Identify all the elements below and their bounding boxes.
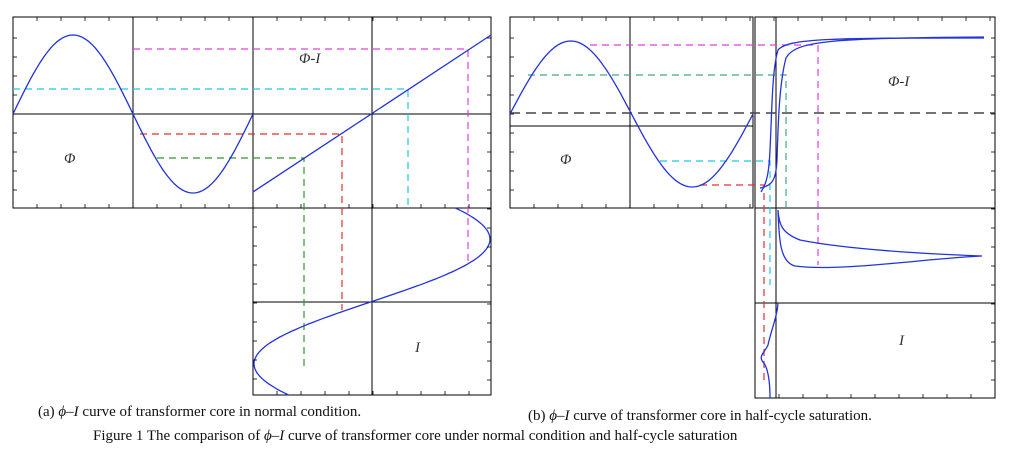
panel-a-upper-frame [12,16,492,209]
panel-b-flux-sine-curve [509,40,754,188]
panel-b-phi-i-curve-lower [759,36,985,189]
panel-a-red-projection [140,133,343,310]
panel-b-current-tail [760,302,779,399]
panel-b-label-phi: Φ [560,152,572,168]
panel-b-tick-marks [510,17,996,398]
panel-b: Φ Φ-I I [509,16,996,399]
panel-b-phi-i-curve-upper [760,37,985,193]
figure-caption: Figure 1 The comparison of ϕ–I curve of … [93,428,737,445]
caption-a-symbol: ϕ–I [58,404,79,420]
panel-a-magenta-projection [133,48,469,265]
figure-caption-prefix: Figure 1 The comparison of [93,428,264,444]
caption-panel-b: (b) ϕ–I curve of transformer core in hal… [528,408,872,425]
panel-a-phi-i-line [252,34,492,193]
panel-b-label-phi-i: Φ-I [888,74,910,90]
panel-a-label-i: I [414,340,421,356]
caption-a-text: curve of transformer core in normal cond… [78,404,362,420]
panel-a-label-phi-i: Φ-I [299,51,321,67]
panel-b-magenta-projection [590,44,819,265]
panel-b-current-spike [777,209,983,269]
panel-b-teal-projection [528,74,787,210]
figure-caption-text: curve of transformer core under normal c… [284,428,738,444]
caption-b-symbol: ϕ–I [549,408,570,424]
caption-a-prefix: (a) [38,404,59,420]
panel-a-green-projection [157,157,305,370]
panel-a-flux-sine-curve [12,34,254,194]
panel-a: Φ Φ-I I [12,16,492,396]
caption-b-prefix: (b) [528,408,550,424]
panel-b-red-projection [700,184,765,380]
caption-b-text: curve of transformer core in half-cycle … [569,408,872,424]
caption-panel-a: (a) ϕ–I curve of transformer core in nor… [38,404,361,421]
panel-a-tick-marks [13,17,491,395]
figure-caption-symbol: ϕ–I [263,428,285,444]
panel-b-label-i: I [898,333,905,349]
panel-a-current-curve [253,207,491,396]
panel-a-label-phi: Φ [64,151,76,167]
panel-b-cyan-projection [660,160,771,285]
panel-a-cyan-projection [13,88,409,205]
